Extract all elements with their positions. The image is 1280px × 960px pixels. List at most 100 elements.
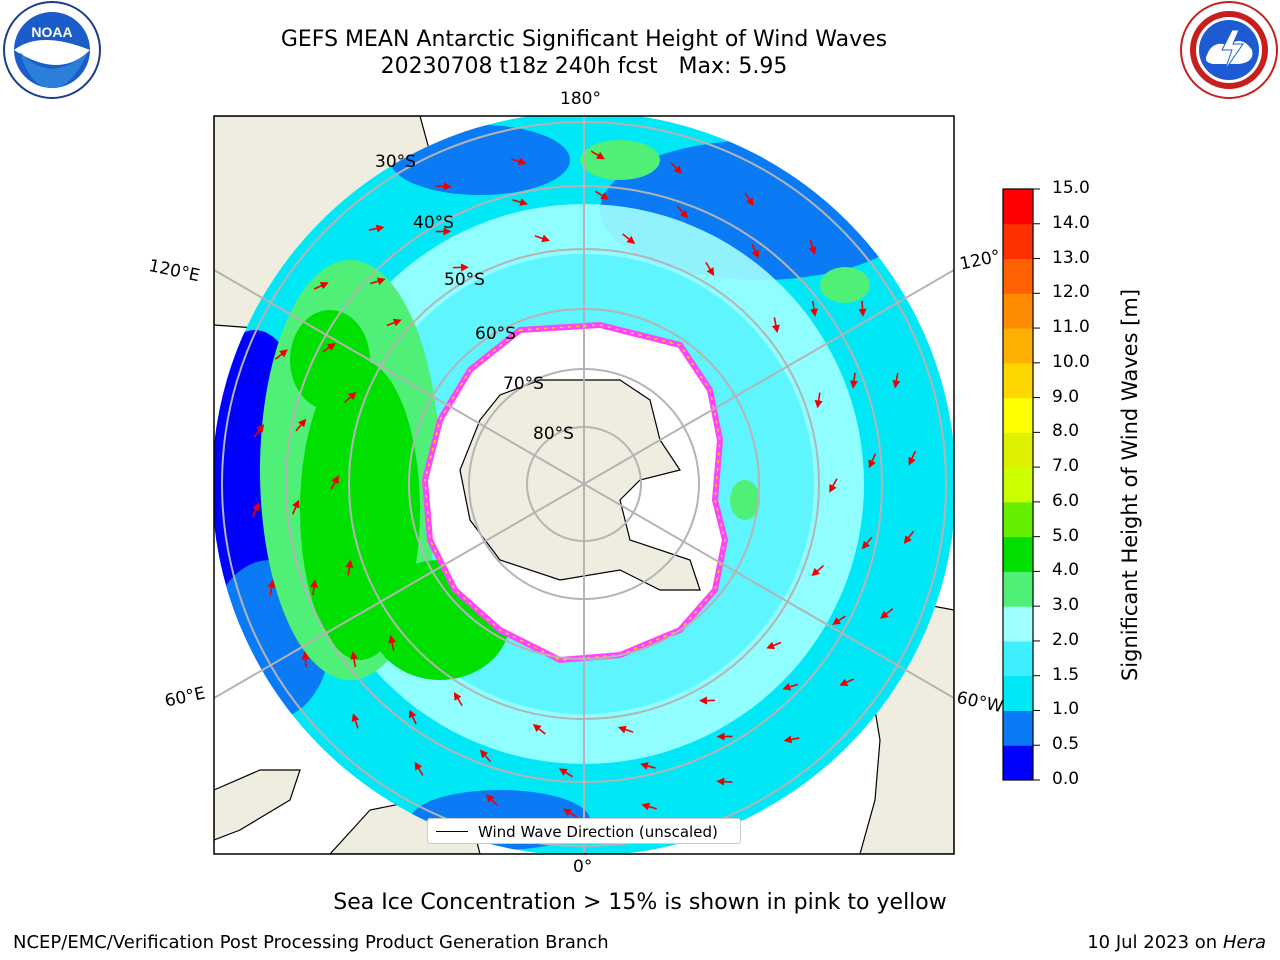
graticule: [214, 116, 954, 854]
nws-logo: [1180, 1, 1278, 99]
noaa-logo: NOAA: [3, 1, 101, 99]
date-value: 10 Jul 2023 on: [1087, 932, 1223, 953]
wave-direction-arrow: [322, 343, 336, 353]
lat-label-60s: 60°S: [475, 324, 516, 344]
colorbar-segment: [1003, 501, 1033, 538]
wave-direction-arrow: [811, 564, 824, 577]
colorbar-segment: [1003, 710, 1033, 746]
wave-direction-arrow: [485, 794, 498, 807]
lat-label-40s: 40°S: [413, 213, 454, 233]
wave-direction-arrow: [808, 239, 817, 255]
wave-direction-arrow: [386, 318, 402, 327]
wave-direction-arrow: [850, 372, 858, 389]
wave-direction-arrow: [810, 300, 818, 317]
colorbar-segment: [1003, 397, 1033, 433]
wave-direction-arrow: [295, 418, 307, 432]
wave-direction-arrow: [868, 453, 877, 469]
sea-ice-note: Sea Ice Concentration > 15% is shown in …: [333, 890, 947, 915]
wave-direction-arrow: [590, 150, 605, 160]
wave-direction-arrow: [435, 182, 452, 191]
colorbar-tick-label: 5.0: [1052, 525, 1080, 546]
wave-direction-arrow: [414, 761, 424, 776]
svg-text:NOAA: NOAA: [31, 24, 72, 40]
wave-direction-arrow: [534, 234, 551, 243]
wave-direction-arrow: [532, 723, 546, 735]
colorbar-tick-label: 15.0: [1052, 178, 1090, 198]
date-text: 10 Jul 2023 on Hera: [1087, 932, 1266, 953]
wave-direction-arrow: [409, 709, 417, 725]
wave-direction-arrow: [783, 735, 800, 744]
wave-direction-arrow: [511, 157, 527, 166]
colorbar-tick-label: 6.0: [1052, 490, 1080, 511]
colorbar-tick-label: 3.0: [1052, 595, 1080, 616]
colorbar: [1003, 188, 1040, 781]
wave-direction-arrow: [622, 233, 636, 245]
wave-direction-arrow: [705, 261, 715, 277]
wave-direction-arrow: [814, 392, 823, 409]
wave-direction-arrow: [617, 725, 634, 734]
wave-direction-arrow: [310, 579, 318, 596]
colorbar-segment: [1003, 640, 1033, 677]
wave-direction-arrow: [858, 300, 867, 317]
colorbar-tick-label: 0.5: [1052, 734, 1080, 755]
wave-direction-arrow: [253, 424, 265, 438]
colorbar-segment: [1003, 675, 1033, 711]
colorbar-tick-label: 8.0: [1052, 421, 1080, 442]
wave-direction-arrow: [563, 808, 578, 818]
legend: Wind Wave Direction (unscaled): [427, 818, 741, 844]
colorbar-tick-label: 12.0: [1052, 282, 1090, 303]
colorbar-segment: [1003, 745, 1033, 781]
wind-wave-arrows: [251, 150, 917, 818]
wave-direction-arrow: [861, 536, 873, 550]
lat-label-70s: 70°S: [503, 374, 544, 394]
colorbar-tick-label: 0.0: [1052, 769, 1080, 789]
colorbar-segment: [1003, 606, 1033, 642]
colorbar-tick-label: 7.0: [1052, 456, 1080, 477]
chart-subtitle: 20230708 t18z 240h fcst Max: 5.95: [380, 54, 788, 79]
colorbar-tick-label: 10.0: [1052, 351, 1090, 372]
wave-direction-arrow: [350, 651, 358, 668]
wave-direction-arrow: [274, 349, 288, 360]
colorbar-segment: [1003, 189, 1033, 225]
map-frame: [213, 115, 955, 855]
colorbar-tick-label: 14.0: [1052, 212, 1090, 233]
wave-direction-arrow: [370, 277, 386, 286]
wave-direction-arrow: [453, 691, 463, 707]
legend-label: Wind Wave Direction (unscaled): [478, 823, 718, 841]
colorbar-tick-label: 13.0: [1052, 247, 1090, 268]
wave-direction-arrow: [908, 450, 917, 466]
wave-direction-arrow: [670, 161, 683, 174]
wave-direction-arrow: [479, 749, 492, 763]
wave-direction-arrow: [267, 579, 276, 596]
wave-direction-arrow: [291, 499, 300, 515]
colorbar-label: Significant Height of Wind Waves [m]: [1118, 288, 1142, 682]
legend-line-swatch: [436, 831, 468, 832]
wave-direction-arrow: [766, 641, 782, 650]
wave-direction-arrow: [839, 678, 855, 686]
wave-direction-arrow: [512, 198, 528, 206]
colorbar-segment: [1003, 223, 1033, 260]
wave-direction-arrow: [351, 713, 360, 729]
wave-direction-arrow: [829, 478, 838, 493]
credit-text: NCEP/EMC/Verification Post Processing Pr…: [13, 932, 609, 953]
lon-label-0: 0°: [573, 857, 593, 877]
wave-direction-arrow: [345, 559, 354, 576]
wave-direction-arrow: [595, 190, 610, 200]
wave-direction-arrow: [313, 282, 329, 290]
wave-direction-arrow: [388, 634, 397, 651]
colorbar-segment: [1003, 432, 1033, 468]
lat-label-80s: 80°S: [533, 424, 574, 444]
lon-label-180: 180°: [560, 89, 601, 109]
wave-direction-arrow: [330, 475, 339, 490]
wave-direction-arrow: [251, 502, 260, 518]
wave-direction-arrow: [782, 682, 798, 691]
wave-direction-arrow: [368, 224, 385, 233]
colorbar-segment: [1003, 467, 1033, 503]
colorbar-tick-label: 9.0: [1052, 386, 1080, 407]
colorbar-segment: [1003, 536, 1033, 572]
colorbar-segment: [1003, 258, 1033, 294]
colorbar-tick-label: 4.0: [1052, 560, 1080, 581]
wave-direction-arrow: [771, 317, 780, 334]
wave-direction-arrow: [640, 762, 656, 770]
